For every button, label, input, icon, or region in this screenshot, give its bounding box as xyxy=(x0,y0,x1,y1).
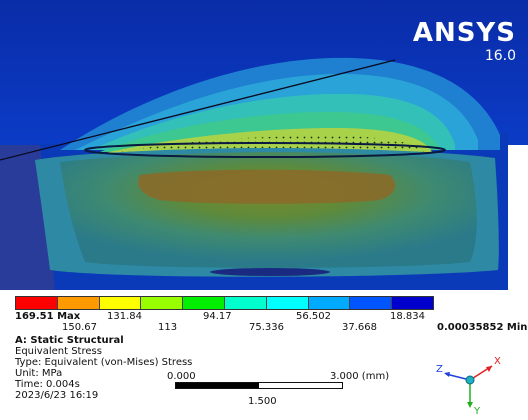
stress-legend-bar[interactable] xyxy=(15,296,434,310)
triad-y-label: Y xyxy=(473,406,481,415)
result-name: Equivalent Stress xyxy=(15,346,102,357)
brand-version: 16.0 xyxy=(484,48,516,64)
bottom-ring xyxy=(210,268,330,276)
rim-ellipse xyxy=(84,142,446,158)
scale-bar-white xyxy=(259,383,342,388)
edge-line xyxy=(0,59,396,161)
scale-mid-label: 1.500 xyxy=(248,396,277,407)
legend-label: 131.84 xyxy=(107,311,142,322)
triad-z-label: Z xyxy=(436,364,443,375)
legend-label: 18.834 xyxy=(390,311,425,322)
legend-swatch xyxy=(99,297,142,309)
result-time: Time: 0.004s xyxy=(15,379,80,390)
ansys-logo: ANSYS 16.0 xyxy=(413,20,516,64)
coordinate-triad-icon[interactable]: X Y Z xyxy=(434,350,504,415)
legend-label: 113 xyxy=(158,322,178,333)
legend-swatch xyxy=(183,297,225,309)
scale-bar xyxy=(175,382,343,389)
result-info: A: Static Structural Equivalent Stress T… xyxy=(15,335,192,401)
legend-label: 37.668 xyxy=(342,322,377,333)
legend-swatch xyxy=(392,297,433,309)
legend-min-label: 0.00035852 Min xyxy=(437,322,528,333)
legend-label: 75.336 xyxy=(249,322,284,333)
result-type: Type: Equivalent (von-Mises) Stress xyxy=(15,357,193,368)
scale-right-label: 3.000 (mm) xyxy=(330,371,390,382)
lower-contour-2 xyxy=(60,152,477,268)
legend-swatch xyxy=(308,297,351,309)
legend-swatch xyxy=(350,297,393,309)
legend-swatch xyxy=(141,297,184,309)
analysis-title: A: Static Structural xyxy=(15,335,124,346)
brand-name: ANSYS xyxy=(412,18,516,48)
legend-label: 56.502 xyxy=(296,311,331,322)
legend-swatch xyxy=(224,297,267,309)
triad-x-label: X xyxy=(494,356,501,367)
legend-swatch xyxy=(16,297,58,309)
scale-left-label: 0.000 xyxy=(167,371,196,382)
stress-contour-plot[interactable] xyxy=(0,0,528,290)
legend-swatch xyxy=(266,297,309,309)
lower-hotspot xyxy=(138,169,396,204)
legend-label: 94.17 xyxy=(203,311,232,322)
result-unit: Unit: MPa xyxy=(15,368,63,379)
result-date: 2023/6/23 16:19 xyxy=(15,390,99,401)
legend-label: 150.67 xyxy=(62,322,97,333)
legend-swatch xyxy=(57,297,100,309)
scale-bar-black xyxy=(176,383,259,388)
legend-max-label: 169.51 Max xyxy=(15,311,81,322)
